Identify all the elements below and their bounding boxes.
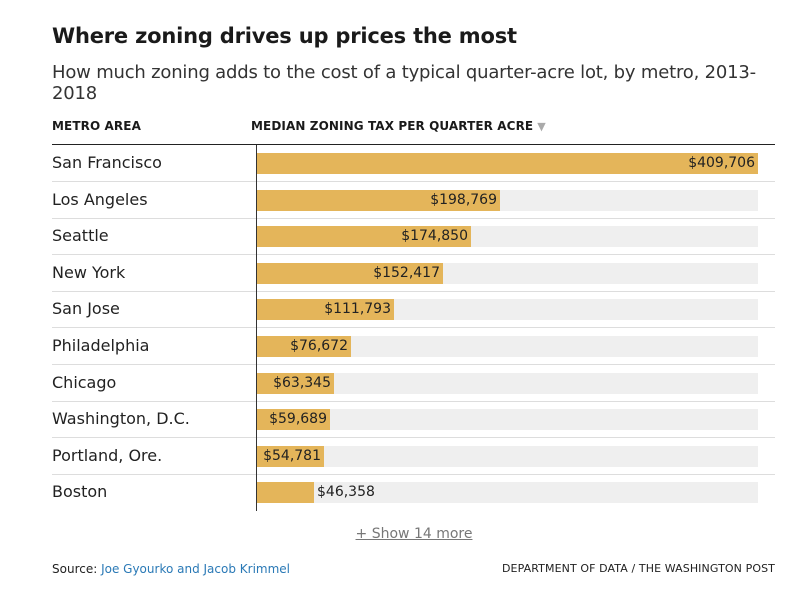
table-row: Portland, Ore. $54,781: [52, 438, 775, 475]
bar-value-label: $59,689: [269, 411, 327, 428]
metro-label: San Francisco: [52, 153, 162, 172]
credit-line: DEPARTMENT OF DATA / THE WASHINGTON POST: [501, 562, 775, 575]
bar-track: [257, 409, 758, 431]
show-more-link[interactable]: + Show 14 more: [355, 526, 473, 542]
bar-track: [257, 482, 758, 504]
source-prefix: Source:: [52, 562, 102, 576]
table-row: San Francisco $409,706: [52, 145, 775, 182]
chart-axis-line: [256, 145, 257, 511]
bar-value-label: $76,672: [290, 338, 348, 354]
row-divider: [52, 473, 775, 475]
table-row: San Jose $111,793: [52, 291, 775, 329]
bar-track: [257, 336, 758, 357]
bar: [257, 262, 443, 284]
column-header-metro: METRO AREA: [52, 119, 141, 133]
row-divider: [52, 364, 775, 365]
metro-label: Los Angeles: [52, 189, 148, 209]
table-row: Boston $46,358: [52, 474, 775, 511]
column-header-tax-label: MEDIAN ZONING TAX PER QUARTER ACRE: [251, 119, 534, 133]
column-header-tax[interactable]: MEDIAN ZONING TAX PER QUARTER ACRE ▼: [251, 119, 546, 133]
row-divider: [52, 254, 775, 256]
metro-label: Portland, Ore.: [52, 445, 163, 465]
bar-value-label: $409,706: [688, 155, 755, 171]
bar-value-label: $152,417: [373, 264, 440, 281]
row-divider: [52, 400, 775, 402]
source-link[interactable]: Joe Gyourko and Jacob Krimmel: [101, 562, 291, 576]
bar: [257, 153, 758, 174]
row-divider: [52, 181, 775, 182]
row-divider: [52, 327, 775, 329]
table-row: New York $152,417: [52, 255, 775, 292]
bar-value-label: $46,358: [317, 484, 375, 501]
metro-label: Boston: [52, 482, 108, 502]
table-row: Seattle $174,850: [52, 218, 775, 256]
bar-value-label: $111,793: [324, 301, 391, 318]
bar: [257, 336, 351, 357]
bar-value-label: $54,781: [263, 447, 321, 464]
table-row: Chicago $63,345: [52, 365, 775, 402]
row-divider: [52, 437, 775, 439]
table-row: Washington, D.C. $59,689: [52, 401, 775, 439]
bar-track: [257, 372, 758, 394]
metro-label: Chicago: [52, 372, 117, 392]
bar-track: [257, 445, 758, 467]
row-divider: [52, 217, 775, 219]
source-note: Source: Joe Gyourko and Jacob Krimmel: [52, 562, 290, 576]
bar-value-label: $174,850: [401, 228, 468, 245]
bar: [257, 226, 471, 248]
table-row: Los Angeles $198,769: [52, 182, 775, 219]
bar-value-label: $198,769: [430, 191, 497, 208]
metro-label: Philadelphia: [52, 336, 150, 355]
bar: [257, 445, 324, 467]
header-divider: [52, 144, 775, 145]
metro-label: San Jose: [52, 299, 120, 319]
bar: [257, 299, 394, 321]
bar: [257, 372, 334, 394]
bar: [257, 482, 314, 504]
chart-title: Where zoning drives up prices the most: [52, 24, 517, 48]
row-divider: [52, 290, 775, 292]
metro-label: New York: [52, 262, 126, 282]
bar: [257, 189, 500, 211]
bar: [257, 409, 330, 431]
metro-label: Seattle: [52, 226, 109, 246]
table-row: Philadelphia $76,672: [52, 328, 775, 365]
bar-value-label: $63,345: [273, 374, 331, 391]
sort-down-icon[interactable]: ▼: [537, 120, 546, 133]
metro-label: Washington, D.C.: [52, 409, 190, 429]
chart-subtitle: How much zoning adds to the cost of a ty…: [52, 62, 756, 104]
